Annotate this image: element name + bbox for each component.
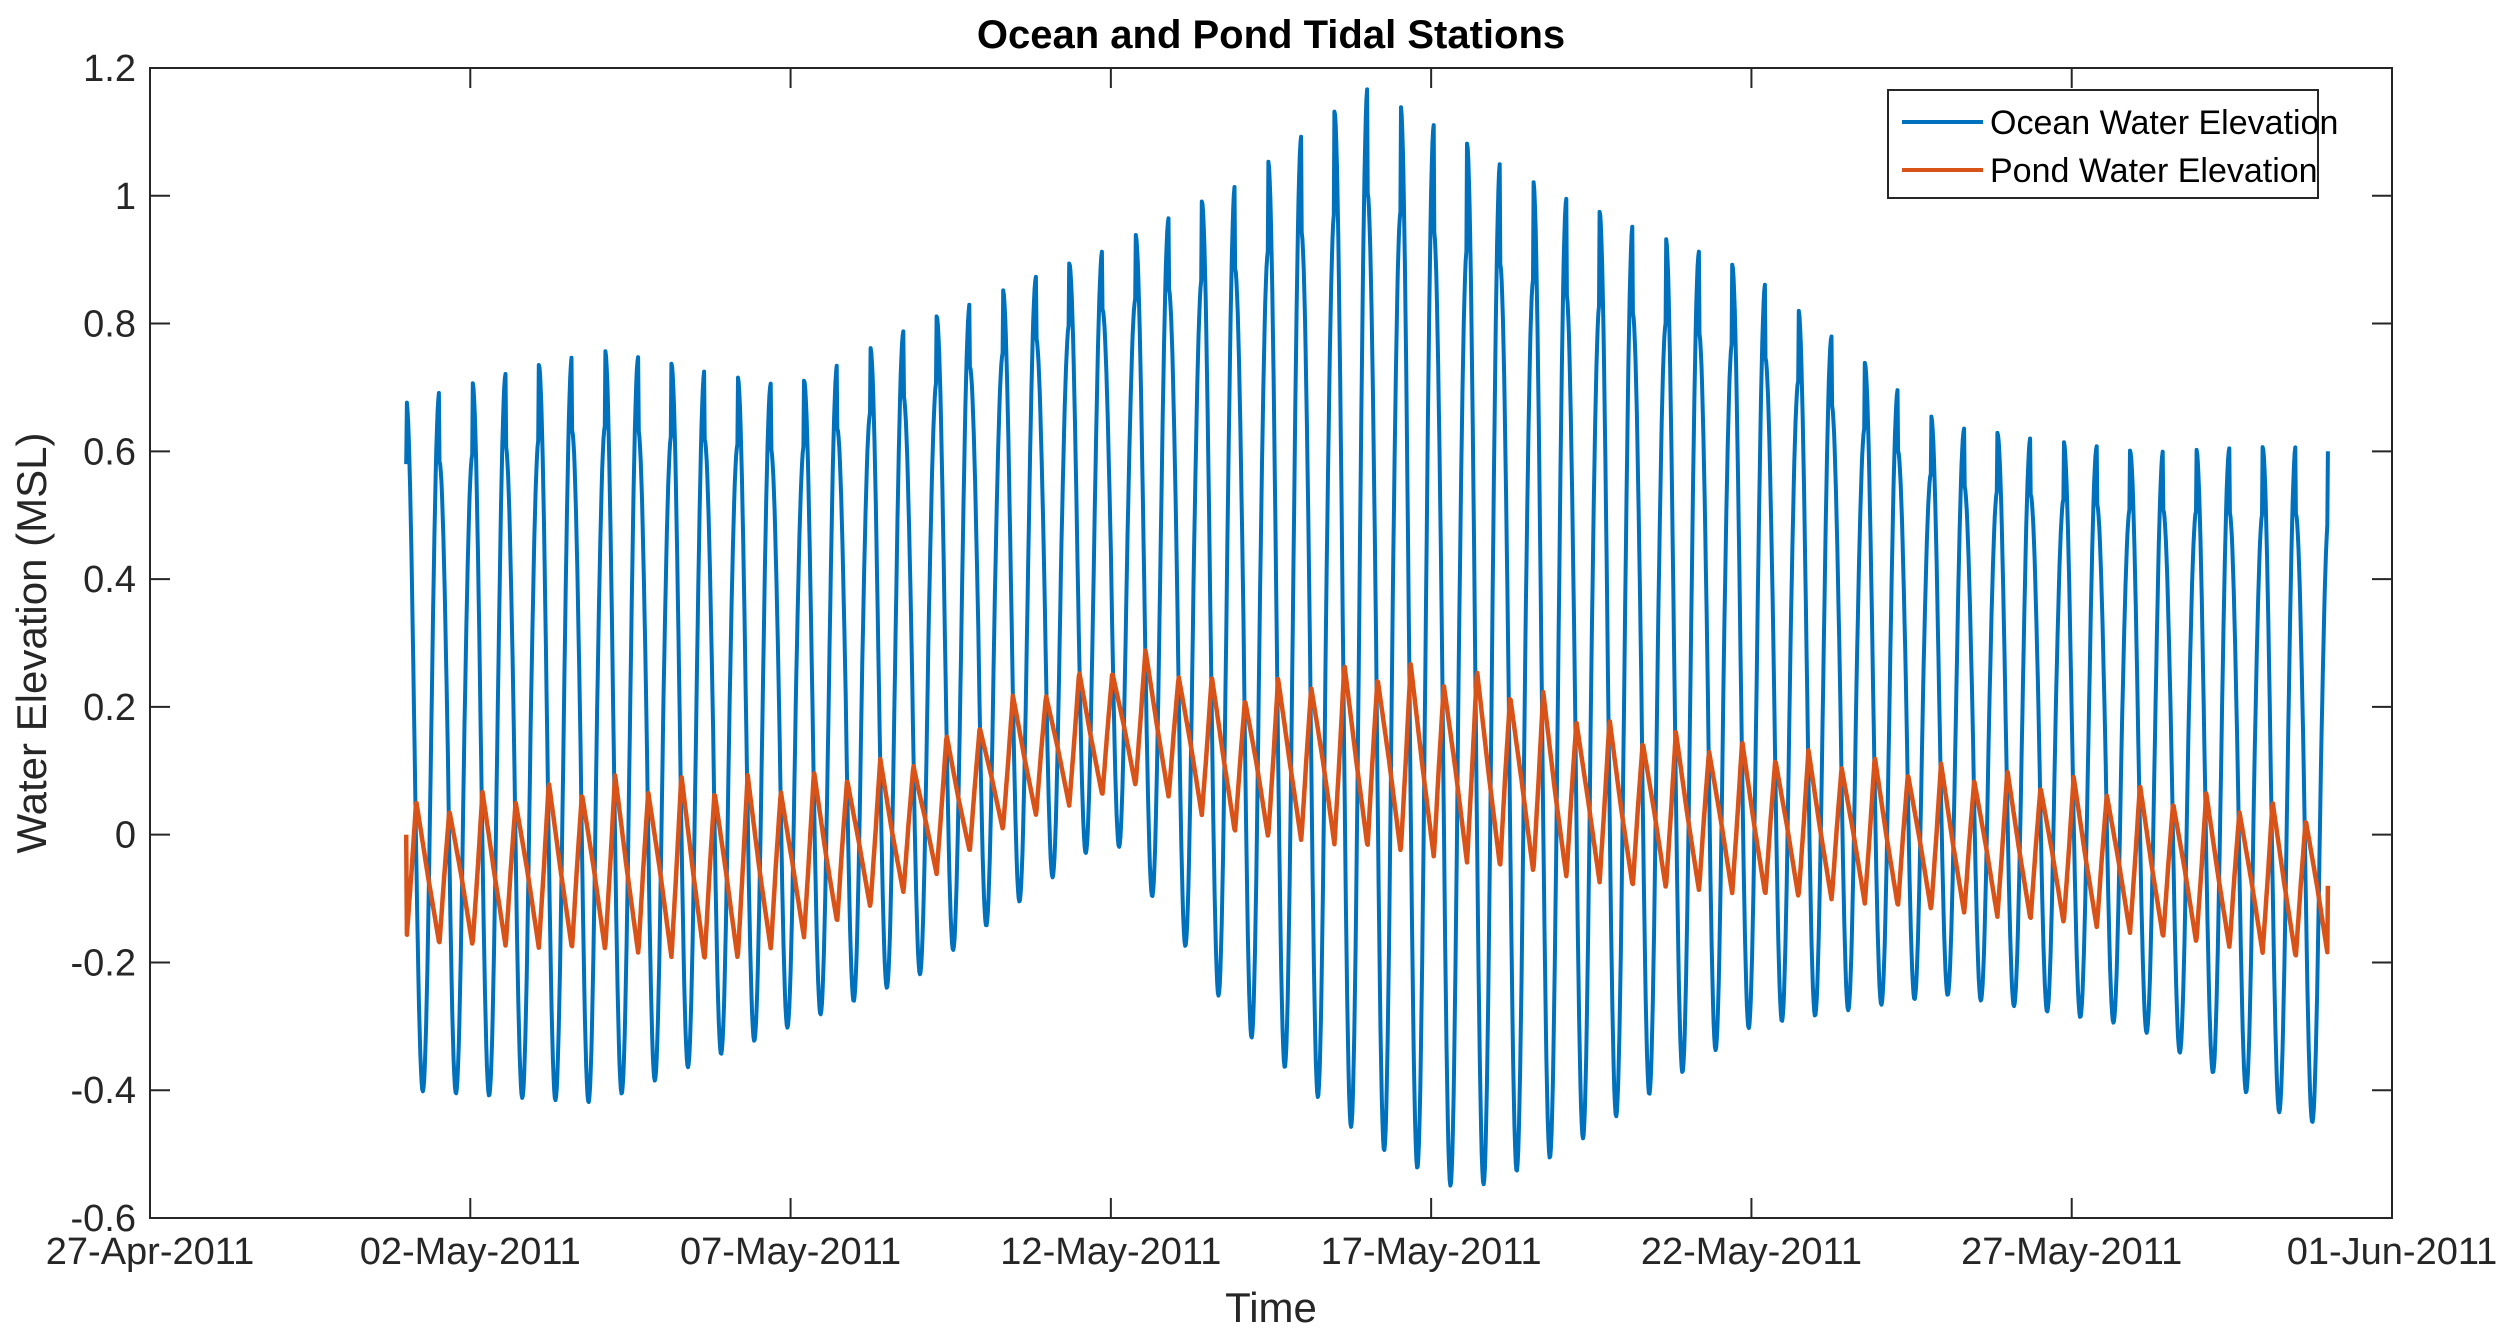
y-tick-label: 0.8	[83, 304, 136, 346]
legend-box	[1887, 89, 2319, 199]
y-tick-label: 0.2	[83, 687, 136, 729]
y-axis-label: Water Elevation (MSL)	[8, 433, 55, 854]
y-tick-label: 0.6	[83, 431, 136, 473]
y-tick-label: -0.4	[71, 1070, 136, 1112]
series-line-pond	[403, 648, 2331, 960]
chart-title: Ocean and Pond Tidal Stations	[977, 13, 1565, 57]
y-tick-label: 1	[115, 176, 136, 218]
x-tick-label: 12-May-2011	[1000, 1231, 1221, 1273]
plot-frame	[149, 67, 2393, 1219]
x-tick-label: 17-May-2011	[1321, 1231, 1542, 1273]
legend-label-pond: Pond Water Elevation	[1990, 152, 2318, 190]
x-tick-label: 27-May-2011	[1961, 1231, 2182, 1273]
y-tick-label: -0.2	[71, 942, 136, 984]
legend-label-ocean: Ocean Water Elevation	[1990, 104, 2338, 142]
series-layer	[403, 87, 2331, 1188]
x-tick-label: 01-Jun-2011	[2287, 1231, 2498, 1273]
x-tick-label: 07-May-2011	[680, 1231, 901, 1273]
y-tick-label: -0.6	[71, 1198, 136, 1240]
y-tick-label: 0	[115, 815, 136, 857]
y-tick-label: 1.2	[83, 48, 136, 90]
x-tick-label: 27-Apr-2011	[46, 1231, 254, 1273]
x-tick-label: 02-May-2011	[360, 1231, 581, 1273]
ticks-layer: 27-Apr-2011 02-May-2011 07-May-2011 12-May-…	[46, 48, 2498, 1273]
legend: Ocean Water Elevation Pond Water Elevati…	[1887, 89, 2338, 199]
x-axis-label: Time	[1225, 1284, 1317, 1331]
x-tick-label: 22-May-2011	[1641, 1231, 1862, 1273]
y-tick-label: 0.4	[83, 559, 136, 601]
